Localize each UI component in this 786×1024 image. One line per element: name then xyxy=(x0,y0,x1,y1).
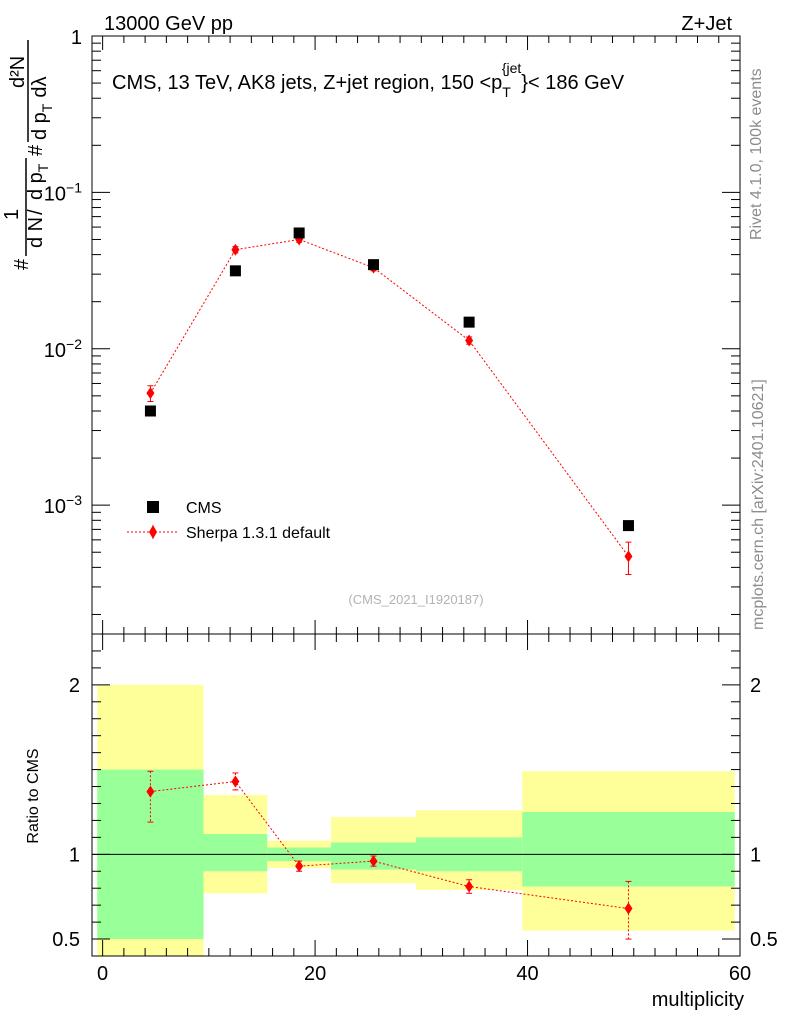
ratio-ytick-label-right: 1 xyxy=(750,844,761,866)
sherpa-point xyxy=(465,334,474,347)
legend-sherpa-marker xyxy=(149,525,157,539)
ratio-band-inner xyxy=(522,811,735,887)
sherpa-line xyxy=(149,238,629,557)
source-label: mcplots.cern.ch [arXiv:2401.10621] xyxy=(750,379,767,630)
main-y-tick-labels: 1 10−1 10−2 10−3 xyxy=(44,27,82,518)
main-axis-ticks xyxy=(92,35,741,634)
ylabel-one: 1 xyxy=(1,209,23,220)
ratio-sherpa-point xyxy=(624,902,633,915)
sherpa-point xyxy=(624,550,633,563)
ratio-ytick-label-left: 2 xyxy=(69,675,80,697)
legend-sherpa-label: Sherpa 1.3.1 default xyxy=(186,525,331,542)
ratio-panel: 2 2 1 1 0.5 0.5 0 20 40 60 Ratio to CMS multipli… xyxy=(25,633,778,1011)
ratio-sherpa-point xyxy=(146,785,155,798)
main-ylabel: # 1 d N/ d pT # d²N d pTdλ xyxy=(1,40,55,270)
ratio-ylabel: Ratio to CMS xyxy=(25,748,42,843)
ratio-ytick-label-right: 0.5 xyxy=(750,929,778,951)
xtick-label: 60 xyxy=(729,963,751,985)
ratio-ytick-label-left: 1 xyxy=(69,844,80,866)
x-tick-labels: 0 20 40 60 xyxy=(97,963,751,985)
legend-cms-label: CMS xyxy=(186,500,222,517)
xtick-label: 0 xyxy=(97,963,108,985)
main-frame xyxy=(91,35,741,635)
chart-title: CMS, 13 TeV, AK8 jets, Z+jet region, 150… xyxy=(112,60,625,100)
ratio-ytick-label-right: 2 xyxy=(750,675,761,697)
cms-point xyxy=(368,259,380,271)
header-right: Z+Jet xyxy=(681,13,732,35)
main-ytick-label: 10−3 xyxy=(44,492,82,518)
sherpa-point xyxy=(231,243,240,256)
ratio-data-layer xyxy=(146,770,633,940)
ratio-sherpa-point xyxy=(295,860,304,873)
ylabel-dN: d N/ xyxy=(25,209,47,248)
legend-cms-marker xyxy=(147,501,159,513)
ratio-ytick-label-left: 0.5 xyxy=(52,929,80,951)
sherpa-point xyxy=(146,387,155,400)
cms-point xyxy=(622,520,634,532)
cms-point xyxy=(463,316,475,328)
rivet-label: Rivet 4.1.0, 100k events xyxy=(748,68,765,240)
xlabel: multiplicity xyxy=(652,989,744,1011)
xtick-label: 20 xyxy=(304,963,326,985)
main-ytick-label: 10−1 xyxy=(44,179,82,205)
ratio-sherpa-point xyxy=(465,880,474,893)
analysis-tag: (CMS_2021_I1920187) xyxy=(348,592,483,607)
xtick-label: 40 xyxy=(516,963,538,985)
cms-point xyxy=(293,227,305,239)
ratio-sherpa-line xyxy=(150,780,629,910)
ylabel-dpTdl: d pTdλ xyxy=(29,77,55,141)
ylabel-d2N: d²N xyxy=(7,56,29,88)
ratio-sherpa-point xyxy=(231,775,240,788)
ratio-bands xyxy=(97,684,735,956)
main-data-layer xyxy=(144,227,634,576)
main-panel: 1 10−1 10−2 10−3 CMS, 13 TeV, AK8 jets, Z+j… xyxy=(1,27,741,635)
ylabel-hash1: # xyxy=(11,258,33,270)
ratio-band-inner xyxy=(203,833,268,872)
cms-point xyxy=(144,405,156,417)
main-ytick-label: 10−2 xyxy=(44,336,82,362)
ratio-axis-ticks xyxy=(92,633,741,957)
ylabel-dp: d pT xyxy=(25,163,51,200)
main-ytick-label: 1 xyxy=(71,27,82,49)
header-left: 13000 GeV pp xyxy=(104,13,233,35)
ratio-y-tick-labels: 2 2 1 1 0.5 0.5 xyxy=(52,675,778,951)
cms-point xyxy=(229,265,241,277)
ratio-sherpa-point xyxy=(369,855,378,868)
legend: CMS Sherpa 1.3.1 default xyxy=(127,500,331,542)
ylabel-hash2: # xyxy=(25,144,47,156)
ratio-frame xyxy=(91,633,741,957)
